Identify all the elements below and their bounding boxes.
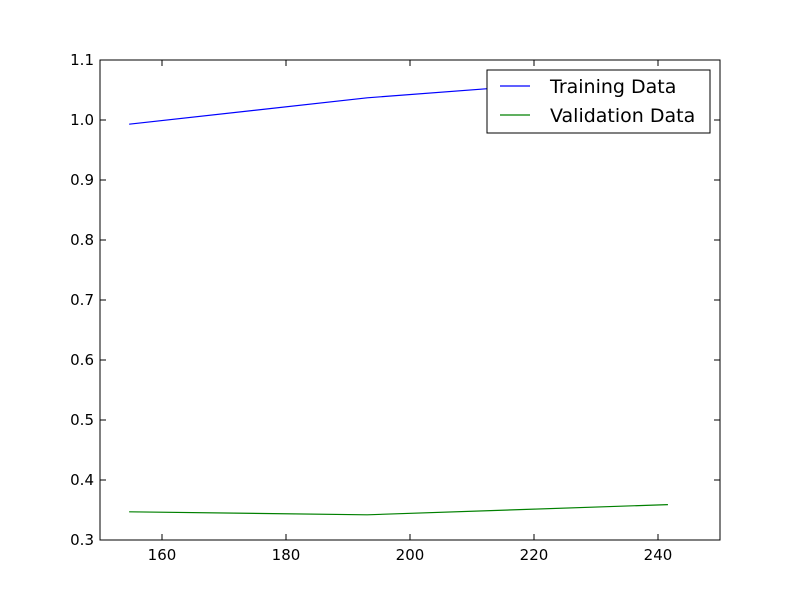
x-tick-label: 240 xyxy=(644,546,673,564)
x-tick-label: 220 xyxy=(520,546,549,564)
x-tick-label: 160 xyxy=(148,546,177,564)
tick-layer: 160 180 200 220 240 0.3 0.4 0.5 0.6 0.7 0.8 0.9 1.0 1… xyxy=(70,51,720,564)
y-tick-label: 0.3 xyxy=(70,531,94,549)
legend: Training Data Validation Data xyxy=(486,69,711,134)
x-tick-label: 180 xyxy=(272,546,301,564)
legend-label-training: Training Data xyxy=(549,76,676,98)
plot-area xyxy=(100,60,720,540)
legend-box xyxy=(486,69,711,134)
x-tick-label: 200 xyxy=(396,546,425,564)
y-tick-label: 1.1 xyxy=(70,51,94,69)
y-tick-label: 0.7 xyxy=(70,291,94,309)
series-line-1 xyxy=(129,504,668,516)
y-tick-label: 0.8 xyxy=(70,231,94,249)
legend-label-validation: Validation Data xyxy=(550,105,695,127)
y-tick-label: 0.6 xyxy=(70,351,94,369)
y-tick-label: 0.9 xyxy=(70,171,94,189)
y-tick-label: 1.0 xyxy=(70,111,94,129)
y-tick-label: 0.5 xyxy=(70,411,94,429)
y-tick-label: 0.4 xyxy=(70,471,94,489)
